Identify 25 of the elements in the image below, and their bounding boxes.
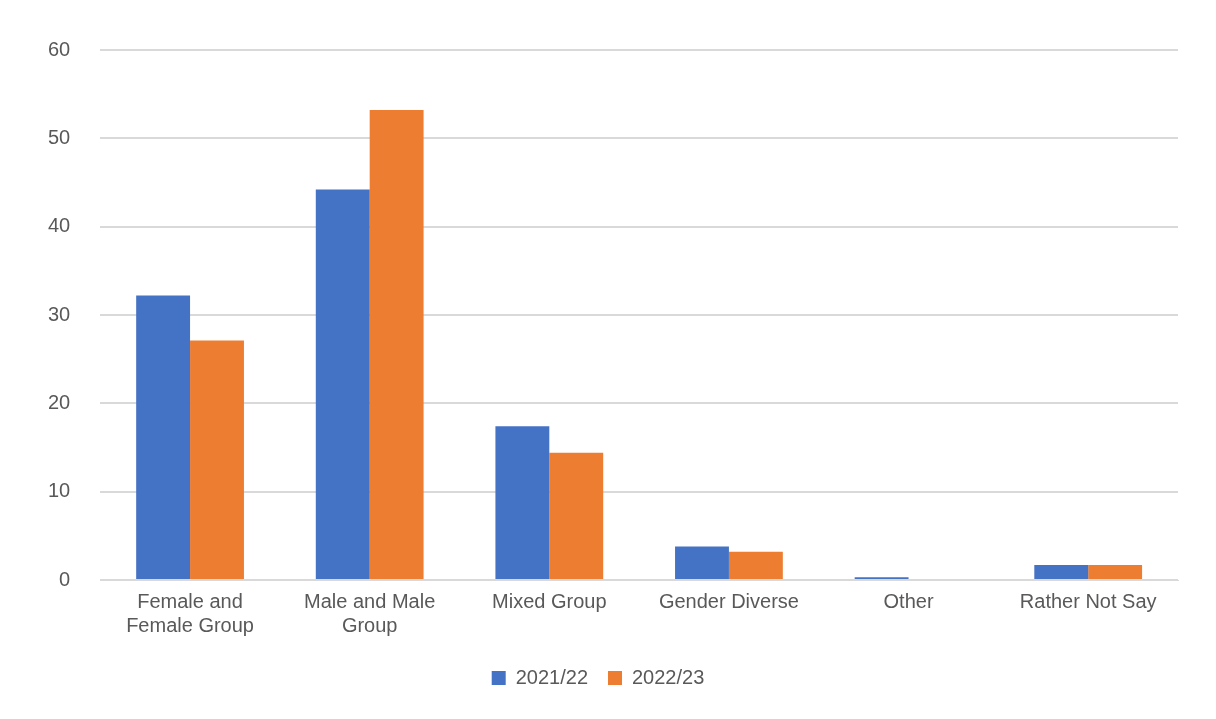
bar: [728, 551, 783, 579]
x-tick-label: Mixed Group: [492, 589, 607, 612]
legend-label: 2021/22: [515, 665, 588, 688]
bar: [190, 340, 244, 579]
x-tick-label: Female and Female Group: [126, 589, 254, 636]
y-tick-label: 10: [48, 479, 71, 502]
bar: [136, 295, 191, 579]
x-tick-label: Gender Diverse: [658, 589, 799, 612]
x-tick-label: Male and Male Group: [304, 589, 436, 636]
x-tick-label: Other: [883, 589, 934, 612]
bar: [549, 452, 604, 579]
bar: [315, 189, 370, 579]
bar: [1088, 564, 1143, 579]
y-tick-label: 60: [48, 37, 71, 60]
bar: [369, 110, 424, 579]
bar: [495, 426, 550, 579]
y-tick-label: 30: [48, 302, 71, 325]
bar: [1034, 564, 1089, 579]
y-tick-label: 50: [48, 125, 71, 148]
y-tick-label: 20: [48, 390, 71, 413]
y-tick-label: 0: [59, 567, 71, 590]
legend-label: 2022/23: [632, 665, 705, 688]
bar: [675, 546, 729, 579]
x-tick-label: Rather Not Say: [1019, 589, 1157, 612]
y-tick-label: 40: [48, 214, 71, 237]
